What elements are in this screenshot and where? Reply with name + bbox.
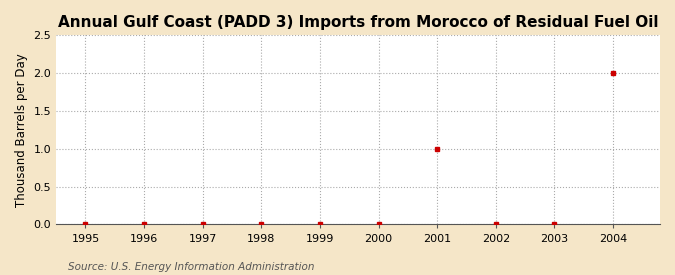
Y-axis label: Thousand Barrels per Day: Thousand Barrels per Day: [15, 53, 28, 207]
Text: Source: U.S. Energy Information Administration: Source: U.S. Energy Information Administ…: [68, 262, 314, 272]
Title: Annual Gulf Coast (PADD 3) Imports from Morocco of Residual Fuel Oil: Annual Gulf Coast (PADD 3) Imports from …: [58, 15, 658, 30]
